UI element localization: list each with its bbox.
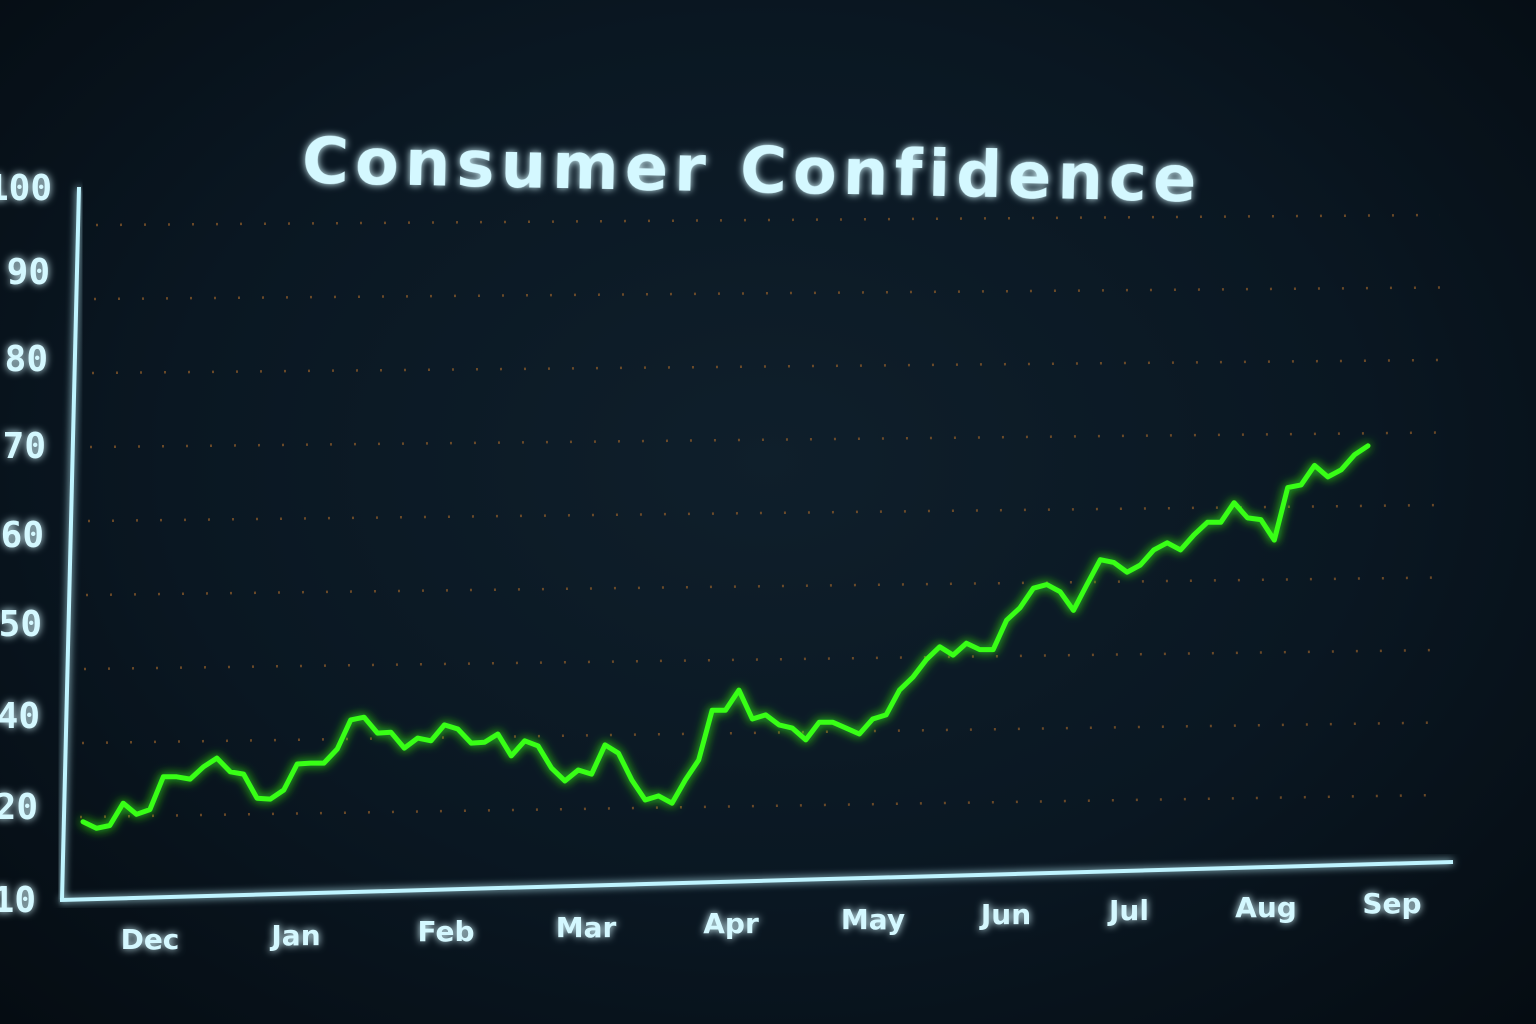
y-tick-label: 60 xyxy=(1,515,44,556)
x-tick-label: Mar xyxy=(556,911,617,944)
y-tick-label: 40 xyxy=(0,696,40,737)
grid-line xyxy=(89,431,1441,449)
y-tick-label: 90 xyxy=(7,252,50,293)
grid-line xyxy=(79,793,1441,819)
y-tick-label: 10 xyxy=(0,880,36,921)
y-tick-label: 50 xyxy=(0,604,42,645)
series-line xyxy=(80,443,1371,831)
x-tick-label: May xyxy=(841,903,905,936)
x-tick-label: Feb xyxy=(417,915,474,948)
x-axis-line xyxy=(59,860,1454,902)
x-tick-label: Jul xyxy=(1107,894,1149,927)
y-tick-label: 70 xyxy=(3,426,46,467)
grid-line xyxy=(81,721,1441,745)
x-tick-label: Apr xyxy=(703,907,759,940)
grid-line xyxy=(91,358,1441,375)
grid-line xyxy=(85,576,1441,597)
x-tick-label: Sep xyxy=(1362,887,1421,920)
y-tick-label: 100 xyxy=(0,168,52,209)
chart-title: Consumer Confidence xyxy=(301,125,1203,218)
grid-line xyxy=(95,213,1441,227)
y-axis-line xyxy=(60,186,81,901)
x-tick-label: Dec xyxy=(121,923,180,956)
x-tick-label: Jun xyxy=(979,898,1031,931)
x-tick-label: Jan xyxy=(269,919,320,952)
series-layer xyxy=(80,443,1371,831)
grid xyxy=(79,213,1441,819)
x-axis-ticks: Dec Jan Feb Mar Apr May Jun Jul Aug Sep xyxy=(121,887,1422,956)
x-tick-label: Aug xyxy=(1235,891,1297,924)
y-axis-ticks: 100 90 80 70 60 50 40 20 10 xyxy=(0,168,52,921)
y-tick-label: 80 xyxy=(5,339,48,380)
y-tick-label: 20 xyxy=(0,787,38,828)
grid-line xyxy=(83,648,1441,671)
grid-line xyxy=(93,286,1441,301)
